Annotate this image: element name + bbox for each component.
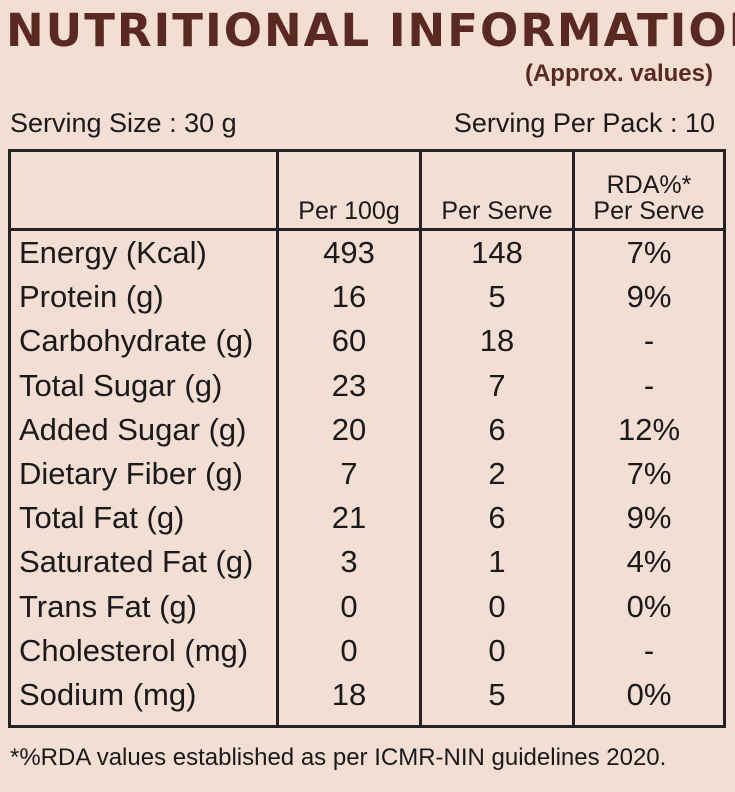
column-header-rda: RDA%* Per Serve	[572, 150, 725, 231]
per-100g-value: 60	[276, 319, 421, 364]
column-header-per-100g: Per 100g	[276, 150, 421, 231]
serving-size: Serving Size : 30 g	[10, 108, 237, 138]
serving-per-pack: Serving Per Pack : 10	[453, 108, 715, 138]
rda-value: -	[572, 363, 725, 408]
per-serve-value: 5	[419, 275, 574, 320]
nutrient-name: Added Sugar (g)	[19, 411, 247, 447]
per-serve-value: 0	[419, 628, 574, 673]
column-header-per-serve: Per Serve	[419, 150, 574, 231]
footnote: *%RDA values established as per ICMR-NIN…	[10, 744, 667, 771]
per-serve-value: 18	[419, 319, 574, 364]
nutrient-name: Trans Fat (g)	[19, 588, 197, 624]
per-100g-value: 21	[276, 496, 421, 541]
per-100g-value: 3	[276, 540, 421, 585]
per-100g-value: 0	[276, 584, 421, 629]
nutrition-table: Per 100g Per Serve RDA%* Per Serve Energy…	[8, 149, 726, 729]
nutrient-name: Protein (g)	[19, 279, 164, 315]
rda-value: 12%	[572, 407, 725, 452]
subtitle: (Approx. values)	[524, 60, 713, 87]
rda-value: 7%	[572, 229, 725, 276]
table-row: Protein (g) 16 5 9%	[10, 275, 725, 320]
nutrient-name: Total Sugar (g)	[19, 367, 223, 403]
nutrient-name: Saturated Fat (g)	[19, 544, 254, 580]
per-100g-value: 493	[276, 229, 421, 276]
rda-value: -	[572, 319, 725, 364]
table-row: Total Fat (g) 21 6 9%	[10, 496, 725, 541]
column-header-nutrient	[9, 150, 278, 231]
per-100g-value: 23	[276, 363, 421, 408]
table-row: Cholesterol (mg) 0 0-	[10, 628, 725, 673]
per-serve-value: 6	[419, 407, 574, 452]
table-row: Added Sugar (g) 20 6 12%	[10, 407, 725, 452]
per-100g-value: 16	[276, 275, 421, 320]
nutrient-name: Carbohydrate (g)	[19, 323, 254, 359]
table-row: Trans Fat (g) 0 0 0%	[10, 584, 725, 629]
per-100g-value: 7	[276, 451, 421, 497]
nutrient-name: Cholesterol (mg)	[19, 632, 249, 668]
table-row: Total Sugar (g) 23 7-	[10, 363, 725, 408]
rda-value: 0%	[572, 672, 725, 727]
nutrient-name: Total Fat (g)	[19, 500, 185, 536]
per-serve-value: 6	[419, 496, 574, 541]
nutrient-name: Sodium (mg)	[19, 676, 197, 712]
per-100g-value: 18	[276, 672, 421, 727]
table-row: Energy (Kcal) 493 148 7%	[10, 229, 725, 276]
per-serve-value: 0	[419, 584, 574, 629]
rda-value: 9%	[572, 496, 725, 541]
nutrient-name: Dietary Fiber (g)	[19, 456, 243, 492]
rda-value: -	[572, 628, 725, 673]
per-serve-value: 148	[419, 229, 574, 276]
per-serve-value: 7	[419, 363, 574, 408]
nutrient-name: Energy (Kcal)	[19, 235, 207, 271]
table-row: Dietary Fiber (g) 7 2 7%	[10, 451, 725, 497]
serving-info: Serving Size : 30 g Serving Per Pack : 1…	[10, 108, 715, 139]
rda-value: 9%	[572, 275, 725, 320]
per-serve-value: 1	[419, 540, 574, 585]
per-100g-value: 20	[276, 407, 421, 452]
page-title: NUTRITIONAL INFORMATION	[6, 4, 735, 57]
rda-value: 0%	[572, 584, 725, 629]
table-row: Sodium (mg) 18 5 0%	[10, 672, 725, 727]
rda-value: 4%	[572, 540, 725, 585]
table-header-row: Per 100g Per Serve RDA%* Per Serve	[9, 150, 725, 231]
rda-value: 7%	[572, 451, 725, 497]
per-serve-value: 2	[419, 451, 574, 497]
per-100g-value: 0	[276, 628, 421, 673]
per-serve-value: 5	[419, 672, 574, 727]
table-row: Saturated Fat (g) 3 1 4%	[10, 540, 725, 585]
table-row: Carbohydrate (g) 60 18-	[10, 319, 725, 364]
